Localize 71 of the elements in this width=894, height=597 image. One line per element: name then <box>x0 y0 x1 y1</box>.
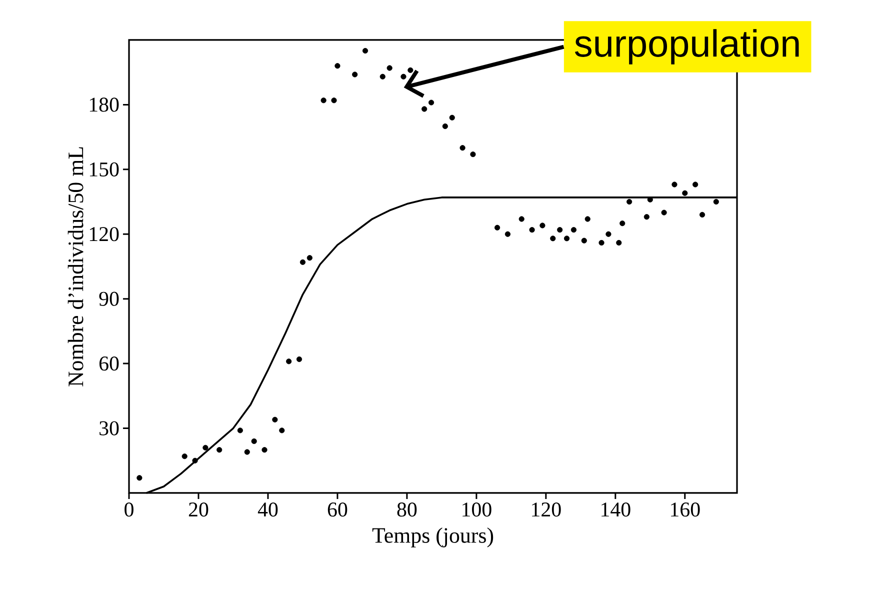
x-tick-label: 20 <box>188 502 208 517</box>
x-tick-label: 60 <box>328 502 348 517</box>
point <box>584 216 590 222</box>
point <box>661 210 667 216</box>
point <box>331 98 337 104</box>
point <box>449 114 455 120</box>
point <box>504 231 511 237</box>
point <box>216 447 222 453</box>
point <box>362 48 368 54</box>
x-tick-label: 120 <box>532 502 561 517</box>
point <box>494 224 500 230</box>
point <box>386 65 392 71</box>
point <box>279 428 285 434</box>
point <box>251 438 257 444</box>
point <box>644 214 650 220</box>
point <box>470 152 476 158</box>
annotation: surpopulation <box>574 29 799 64</box>
point <box>286 358 292 364</box>
point <box>598 240 604 246</box>
point <box>422 106 428 112</box>
point <box>672 182 678 188</box>
point <box>182 454 188 460</box>
y-tick-label: 120 <box>90 227 119 242</box>
y-tick-label: 180 <box>90 98 119 112</box>
y-tick-label: 90 <box>99 292 119 306</box>
x-tick-label: 140 <box>602 502 630 517</box>
x-tick-label: 0 <box>124 502 134 517</box>
point <box>581 238 587 244</box>
y-axis-title: Nombre d’individus/50 mL <box>68 147 84 386</box>
point <box>518 216 524 222</box>
point <box>540 222 546 228</box>
y-tick-label: 60 <box>99 356 119 371</box>
y-tick-label: 150 <box>90 162 119 176</box>
x-tick-label: 160 <box>671 502 700 517</box>
point <box>620 220 626 226</box>
point <box>550 236 556 242</box>
point <box>557 227 563 233</box>
point <box>262 447 268 453</box>
point <box>682 190 688 196</box>
point <box>136 475 142 481</box>
point <box>300 259 306 265</box>
x-tick-label: 100 <box>462 502 492 517</box>
point <box>529 227 535 233</box>
point <box>428 100 434 106</box>
point <box>320 98 326 104</box>
x-tick-label: 40 <box>258 502 278 517</box>
y-tick-label: 30 <box>100 421 119 436</box>
point <box>692 182 698 188</box>
point <box>380 74 386 80</box>
point <box>244 449 250 455</box>
point <box>713 198 719 205</box>
point <box>460 145 466 151</box>
point <box>306 255 312 261</box>
point <box>570 227 577 233</box>
point <box>272 416 278 422</box>
point <box>408 67 414 73</box>
point <box>237 428 243 434</box>
point <box>626 198 632 205</box>
point <box>616 240 622 246</box>
point <box>334 63 340 69</box>
point <box>606 231 612 237</box>
point <box>352 72 358 78</box>
point <box>202 444 208 450</box>
point <box>699 212 706 218</box>
point <box>296 356 302 362</box>
x-tick-label: 80 <box>397 502 417 517</box>
x-axis-title: Temps (jours) <box>372 527 494 548</box>
point <box>564 236 570 242</box>
point <box>442 123 448 130</box>
point <box>400 74 406 80</box>
point <box>192 458 198 464</box>
